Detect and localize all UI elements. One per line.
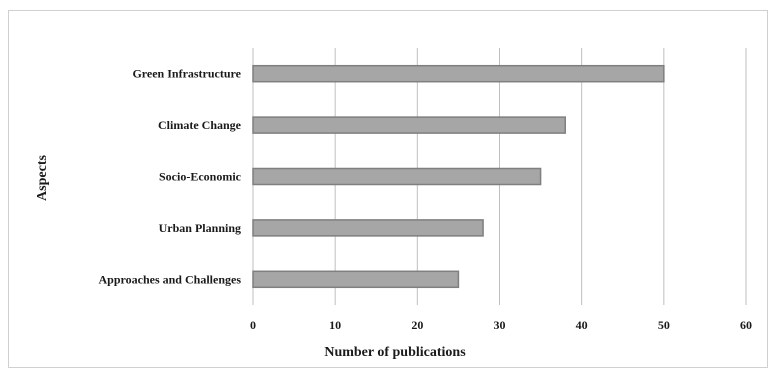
category-label: Socio-Economic: [159, 170, 242, 184]
x-tick-label: 40: [576, 318, 588, 332]
bar: [252, 219, 484, 237]
category-label: Climate Change: [158, 118, 242, 132]
bars: [252, 64, 665, 289]
category-labels: Green Infrastructure Climate Change Socio-…: [99, 67, 242, 287]
x-tick-label: 0: [250, 318, 256, 332]
gridlines: [252, 48, 747, 305]
y-axis-title: Aspects: [35, 155, 50, 201]
category-label: Green Infrastructure: [132, 67, 241, 81]
x-tick-labels: 0 10 20 30 40 50 60: [250, 318, 752, 332]
category-label: Approaches and Challenges: [99, 272, 242, 286]
x-tick-label: 10: [329, 318, 341, 332]
category-label: Urban Planning: [159, 221, 241, 235]
x-tick-label: 50: [658, 318, 670, 332]
x-axis-title: Number of publications: [324, 345, 466, 360]
x-tick-label: 20: [411, 318, 423, 332]
bar: [252, 167, 542, 186]
bar: [252, 64, 665, 83]
x-tick-label: 60: [740, 318, 752, 332]
x-tick-label: 30: [494, 318, 506, 332]
bar: [252, 270, 460, 289]
bar: [252, 116, 566, 134]
